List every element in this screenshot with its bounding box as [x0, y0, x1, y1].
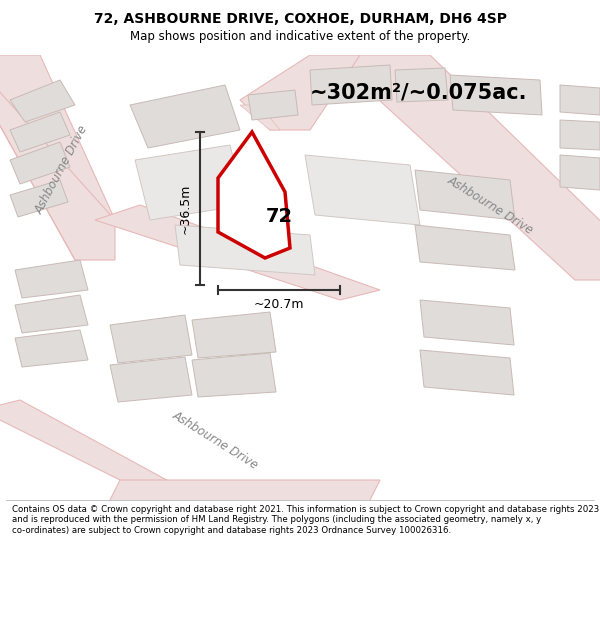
- Text: 72: 72: [266, 207, 293, 226]
- Polygon shape: [0, 55, 115, 260]
- Polygon shape: [95, 205, 380, 300]
- Text: ~302m²/~0.075ac.: ~302m²/~0.075ac.: [310, 82, 527, 102]
- Polygon shape: [15, 260, 88, 298]
- Text: ~36.5m: ~36.5m: [179, 183, 192, 234]
- Text: Ashbourne Drive: Ashbourne Drive: [170, 408, 260, 472]
- Polygon shape: [110, 315, 192, 363]
- Polygon shape: [192, 353, 276, 397]
- Polygon shape: [10, 142, 70, 184]
- Polygon shape: [420, 300, 514, 345]
- Text: Contains OS data © Crown copyright and database right 2021. This information is : Contains OS data © Crown copyright and d…: [12, 505, 599, 535]
- Polygon shape: [560, 85, 600, 115]
- Polygon shape: [330, 55, 600, 280]
- Polygon shape: [15, 330, 88, 367]
- Polygon shape: [560, 120, 600, 150]
- Polygon shape: [305, 155, 420, 225]
- Polygon shape: [15, 295, 88, 333]
- Polygon shape: [175, 225, 315, 275]
- Polygon shape: [420, 350, 514, 395]
- Polygon shape: [10, 180, 68, 217]
- Polygon shape: [110, 357, 192, 402]
- Polygon shape: [10, 80, 75, 122]
- Polygon shape: [130, 85, 240, 148]
- Polygon shape: [415, 225, 515, 270]
- Text: ~20.7m: ~20.7m: [254, 298, 304, 311]
- Polygon shape: [450, 75, 542, 115]
- Polygon shape: [0, 400, 240, 520]
- Polygon shape: [240, 55, 360, 130]
- Polygon shape: [395, 68, 448, 102]
- Text: Ashbourne Drive: Ashbourne Drive: [445, 173, 535, 237]
- Polygon shape: [310, 65, 392, 105]
- Polygon shape: [240, 105, 280, 130]
- Text: Ashbourne Drive: Ashbourne Drive: [33, 123, 91, 217]
- Polygon shape: [248, 90, 298, 120]
- Polygon shape: [192, 312, 276, 358]
- Polygon shape: [218, 132, 290, 258]
- Polygon shape: [100, 480, 380, 520]
- Polygon shape: [560, 155, 600, 190]
- Polygon shape: [10, 112, 70, 152]
- Text: 72, ASHBOURNE DRIVE, COXHOE, DURHAM, DH6 4SP: 72, ASHBOURNE DRIVE, COXHOE, DURHAM, DH6…: [94, 12, 506, 26]
- Text: Map shows position and indicative extent of the property.: Map shows position and indicative extent…: [130, 30, 470, 43]
- Polygon shape: [415, 170, 515, 220]
- Polygon shape: [135, 145, 245, 220]
